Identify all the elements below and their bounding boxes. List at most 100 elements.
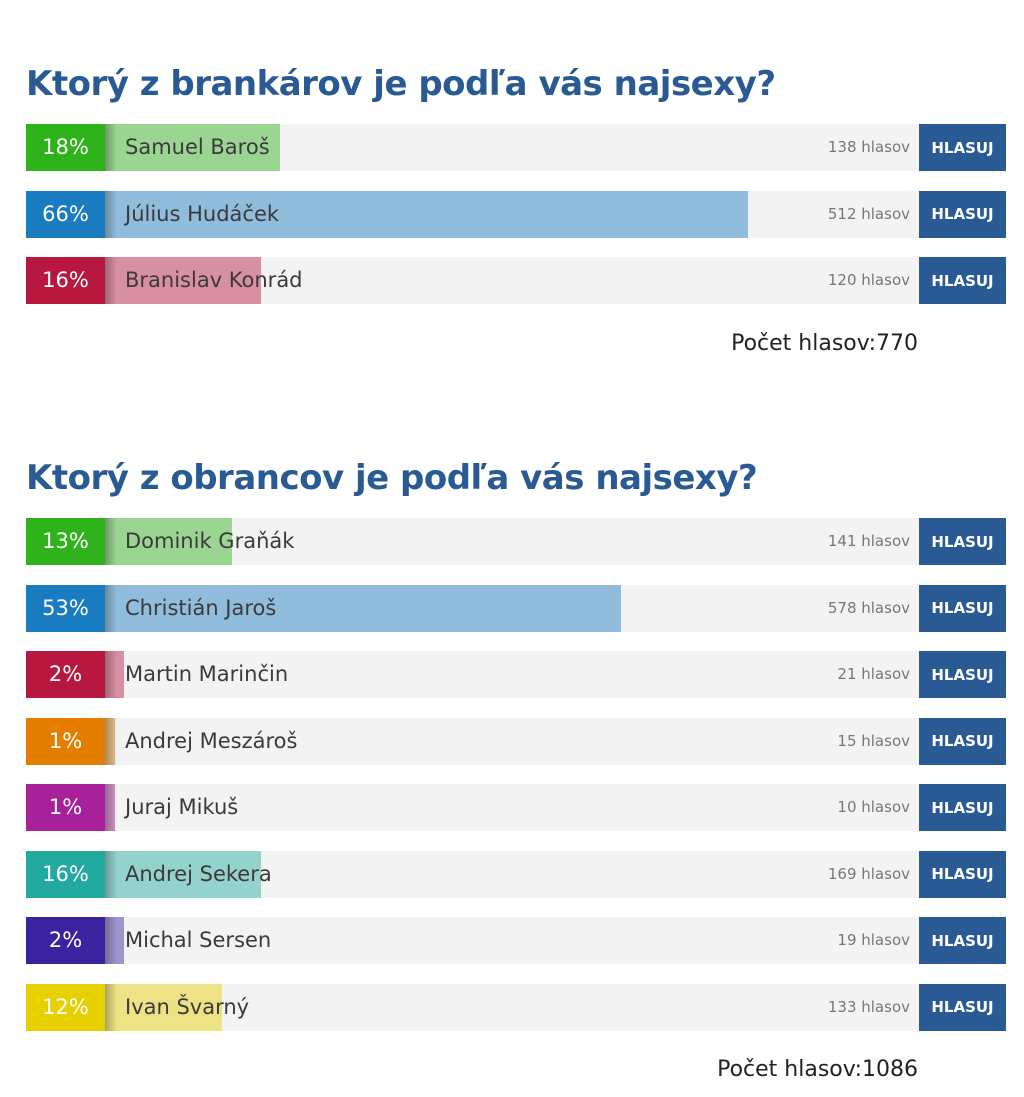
poll-title: Ktorý z obrancov je podľa vás najsexy? bbox=[26, 458, 758, 498]
poll-option: 66% Július Hudáček 512 hlasov HLASUJ bbox=[26, 190, 1006, 238]
option-name: Juraj Mikuš bbox=[125, 795, 239, 819]
poll-goalies: Ktorý z brankárov je podľa vás najsexy? … bbox=[26, 62, 1006, 364]
option-bar-track bbox=[105, 983, 917, 1031]
poll-total-text: Počet hlasov:770 bbox=[731, 324, 918, 364]
option-bar-fill bbox=[105, 124, 281, 171]
poll-option: 12% Ivan Švarný 133 hlasov HLASUJ bbox=[26, 983, 1006, 1031]
poll-option: 18% Samuel Baroš 138 hlasov HLASUJ bbox=[26, 124, 1006, 171]
option-name: Andrej Sekera bbox=[125, 861, 272, 886]
option-percent: 16% bbox=[26, 850, 105, 898]
option-percent: 2% bbox=[26, 651, 105, 698]
option-votes: 15 hlasov bbox=[837, 731, 910, 750]
option-votes: 512 hlasov bbox=[827, 204, 910, 223]
option-bar-shade bbox=[105, 518, 117, 565]
option-bar-track bbox=[105, 518, 917, 565]
vote-button[interactable]: HLASUJ bbox=[919, 850, 1006, 898]
option-bar-track bbox=[105, 124, 917, 171]
option-percent: 1% bbox=[26, 717, 105, 765]
poll-total-count: 1086 bbox=[862, 1057, 918, 1082]
poll-total: Počet hlasov:1086 bbox=[26, 1050, 1006, 1090]
poll-total-label: Počet hlasov: bbox=[717, 1057, 862, 1082]
poll-total: Počet hlasov:770 bbox=[26, 324, 1006, 364]
option-bar-shade bbox=[105, 257, 117, 304]
option-name: Martin Marinčin bbox=[125, 662, 289, 686]
option-name: Július Hudáček bbox=[125, 201, 280, 226]
option-bar-fill bbox=[105, 584, 622, 632]
poll-option: 13% Dominik Graňák 141 hlasov HLASUJ bbox=[26, 518, 1006, 565]
option-bar-track bbox=[105, 784, 917, 831]
option-votes: 169 hlasov bbox=[827, 864, 910, 883]
option-name: Dominik Graňák bbox=[125, 529, 295, 553]
poll-defenders: Ktorý z obrancov je podľa vás najsexy? 1… bbox=[26, 456, 1006, 1090]
option-votes: 138 hlasov bbox=[827, 138, 910, 156]
option-bar-shade bbox=[105, 124, 117, 171]
option-bar-shade bbox=[105, 850, 117, 898]
option-bar-shade bbox=[105, 651, 117, 698]
option-bar-track bbox=[105, 717, 917, 765]
option-bar-fill bbox=[105, 257, 261, 304]
option-votes: 141 hlasov bbox=[827, 532, 910, 550]
poll-total-label: Počet hlasov: bbox=[731, 330, 876, 356]
poll-option: 16% Andrej Sekera 169 hlasov HLASUJ bbox=[26, 850, 1006, 898]
option-name: Samuel Baroš bbox=[125, 135, 270, 159]
option-bar-track bbox=[105, 257, 917, 304]
option-percent: 13% bbox=[26, 518, 105, 565]
option-bar-fill bbox=[105, 850, 261, 898]
option-bar-fill bbox=[105, 651, 125, 698]
option-bar-track bbox=[105, 584, 917, 632]
option-bar-shade bbox=[105, 917, 117, 964]
poll-option: 53% Christián Jaroš 578 hlasov HLASUJ bbox=[26, 584, 1006, 632]
vote-button[interactable]: HLASUJ bbox=[919, 124, 1006, 171]
option-bar-shade bbox=[105, 717, 117, 765]
poll-option: 1% Juraj Mikuš 10 hlasov HLASUJ bbox=[26, 784, 1006, 831]
vote-button[interactable]: HLASUJ bbox=[919, 584, 1006, 632]
poll-title: Ktorý z brankárov je podľa vás najsexy? bbox=[26, 64, 776, 104]
option-bar-track bbox=[105, 917, 917, 964]
option-votes: 578 hlasov bbox=[827, 598, 910, 617]
option-name: Branislav Konrád bbox=[125, 268, 303, 292]
option-votes: 10 hlasov bbox=[837, 798, 910, 816]
option-bar-shade bbox=[105, 190, 117, 238]
option-bar-fill bbox=[105, 784, 115, 831]
option-bar-track bbox=[105, 850, 917, 898]
option-bar-fill bbox=[105, 717, 115, 765]
vote-button[interactable]: HLASUJ bbox=[919, 717, 1006, 765]
option-percent: 2% bbox=[26, 917, 105, 964]
option-percent: 12% bbox=[26, 983, 105, 1031]
poll-option: 2% Michal Sersen 19 hlasov HLASUJ bbox=[26, 917, 1006, 964]
option-bar-fill bbox=[105, 983, 222, 1031]
option-name: Michal Sersen bbox=[125, 928, 272, 952]
option-votes: 19 hlasov bbox=[837, 931, 910, 949]
poll-option: 1% Andrej Meszároš 15 hlasov HLASUJ bbox=[26, 717, 1006, 765]
option-name: Christián Jaroš bbox=[125, 595, 277, 620]
poll-total-text: Počet hlasov:1086 bbox=[717, 1050, 918, 1090]
option-name: Ivan Švarný bbox=[125, 994, 250, 1019]
option-bar-track bbox=[105, 651, 917, 698]
option-votes: 133 hlasov bbox=[827, 997, 910, 1016]
option-percent: 66% bbox=[26, 190, 105, 238]
vote-button[interactable]: HLASUJ bbox=[919, 257, 1006, 304]
poll-option: 16% Branislav Konrád 120 hlasov HLASUJ bbox=[26, 257, 1006, 304]
option-percent: 18% bbox=[26, 124, 105, 171]
poll-total-count: 770 bbox=[876, 330, 918, 356]
option-bar-fill bbox=[105, 917, 125, 964]
vote-button[interactable]: HLASUJ bbox=[919, 190, 1006, 238]
option-votes: 21 hlasov bbox=[837, 665, 910, 683]
option-bar-fill bbox=[105, 518, 232, 565]
option-bar-fill bbox=[105, 190, 749, 238]
option-name: Andrej Meszároš bbox=[125, 728, 298, 753]
vote-button[interactable]: HLASUJ bbox=[919, 784, 1006, 831]
poll-option: 2% Martin Marinčin 21 hlasov HLASUJ bbox=[26, 651, 1006, 698]
vote-button[interactable]: HLASUJ bbox=[919, 518, 1006, 565]
option-percent: 16% bbox=[26, 257, 105, 304]
option-percent: 53% bbox=[26, 584, 105, 632]
option-bar-shade bbox=[105, 584, 117, 632]
vote-button[interactable]: HLASUJ bbox=[919, 651, 1006, 698]
option-bar-shade bbox=[105, 983, 117, 1031]
option-bar-shade bbox=[105, 784, 117, 831]
vote-button[interactable]: HLASUJ bbox=[919, 983, 1006, 1031]
option-bar-track bbox=[105, 190, 917, 238]
option-votes: 120 hlasov bbox=[827, 271, 910, 289]
vote-button[interactable]: HLASUJ bbox=[919, 917, 1006, 964]
option-percent: 1% bbox=[26, 784, 105, 831]
